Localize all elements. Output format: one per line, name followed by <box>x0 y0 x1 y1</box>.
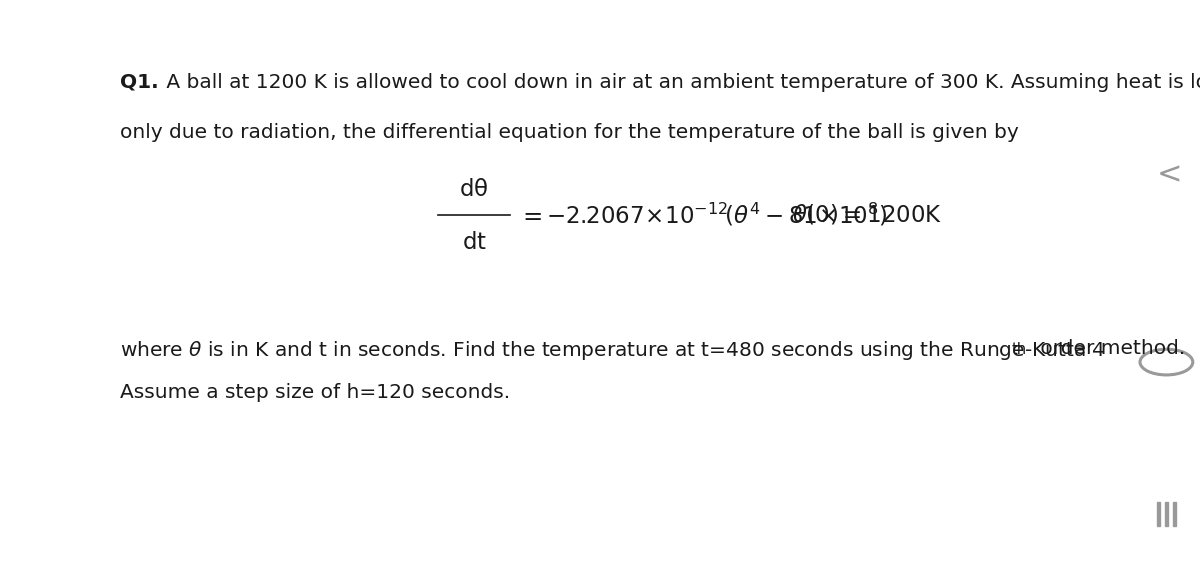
Text: $\mathregular{d\theta}$: $\mathregular{d\theta}$ <box>460 179 488 201</box>
Text: order method.: order method. <box>1034 339 1186 358</box>
Text: A ball at 1200 K is allowed to cool down in air at an ambient temperature of 300: A ball at 1200 K is allowed to cool down… <box>160 73 1200 92</box>
Text: Assume a step size of h=120 seconds.: Assume a step size of h=120 seconds. <box>120 383 510 402</box>
Text: $\mathregular{dt}$: $\mathregular{dt}$ <box>462 231 486 253</box>
Text: $-2.2067\!\times\!10^{-12}\!\left(\theta^{4}-81\!\times\!10^{8}\right)$: $-2.2067\!\times\!10^{-12}\!\left(\theta… <box>546 201 887 228</box>
Text: Q1.: Q1. <box>120 73 158 92</box>
Text: $\theta(0)=1200\mathrm{K}$: $\theta(0)=1200\mathrm{K}$ <box>792 203 942 227</box>
Text: where $\theta$ is in K and t in seconds. Find the temperature at t=480 seconds u: where $\theta$ is in K and t in seconds.… <box>120 339 1105 361</box>
Text: <: < <box>1157 161 1183 190</box>
Text: th: th <box>1012 342 1027 357</box>
Text: $=$: $=$ <box>518 203 542 227</box>
Text: only due to radiation, the differential equation for the temperature of the ball: only due to radiation, the differential … <box>120 123 1019 142</box>
